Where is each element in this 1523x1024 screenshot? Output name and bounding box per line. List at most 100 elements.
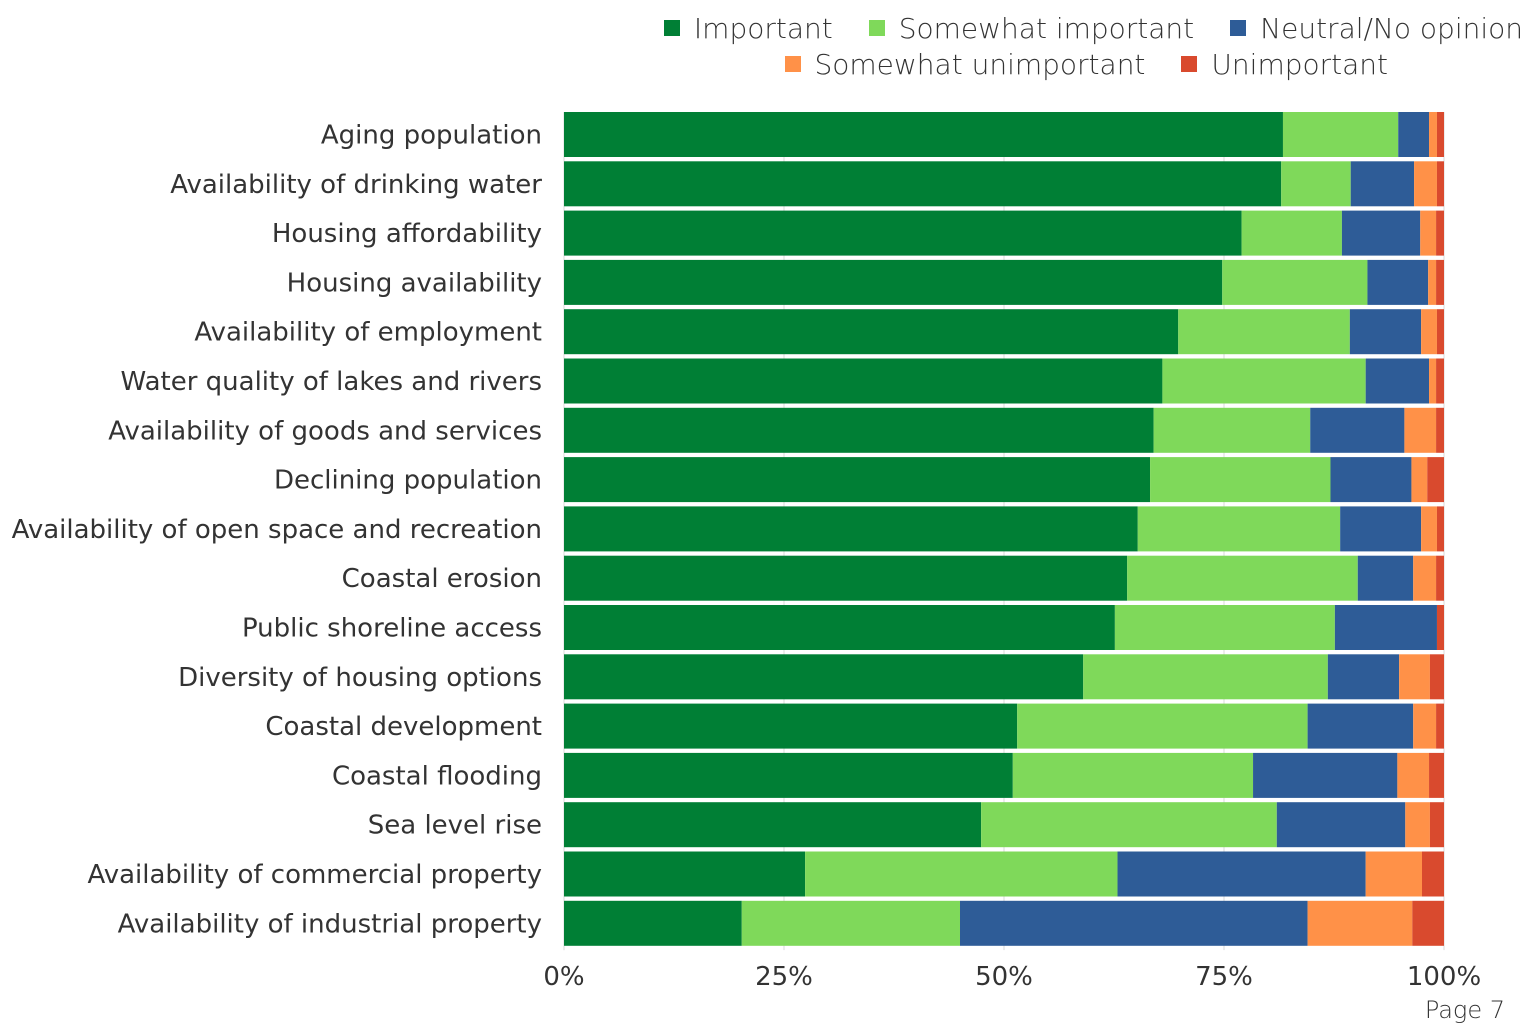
category-label: Aging population	[321, 121, 542, 151]
x-tick-label: 75%	[1195, 962, 1253, 992]
bar-segment	[1127, 555, 1358, 601]
bar-segment	[981, 802, 1277, 848]
bar-segment	[1281, 161, 1351, 207]
bar-segment	[805, 851, 1118, 897]
x-tick-labels: 0% 25% 50% 75% 100%	[543, 962, 1481, 992]
legend-item-somewhat-unimportant: Somewhat unimportant	[784, 48, 1145, 81]
bar-segment	[1428, 259, 1437, 305]
category-label: Coastal erosion	[342, 564, 542, 594]
bar-segment	[1420, 210, 1437, 256]
bar-segment	[1282, 112, 1399, 157]
bar-segment	[1404, 407, 1437, 453]
bar-segment	[1340, 506, 1422, 552]
bar-segment	[1310, 407, 1405, 453]
category-label: Declining population	[274, 466, 542, 496]
bar-segment	[960, 900, 1308, 946]
bar-segment	[1334, 605, 1437, 650]
page-number: Page 7	[1424, 996, 1505, 1024]
bar-segment	[564, 358, 1163, 404]
bar-segment	[1421, 506, 1437, 552]
bar-segment	[564, 259, 1223, 305]
bar-segment	[1399, 654, 1430, 700]
bar-segment	[564, 457, 1151, 503]
bar-segment	[1017, 703, 1308, 749]
bar-segment	[1083, 654, 1328, 700]
legend-swatch-somewhat-important	[868, 20, 885, 36]
bar-segment	[1307, 703, 1414, 749]
category-label: Availability of open space and recreatio…	[12, 515, 542, 545]
bar-segment	[1429, 752, 1444, 798]
bar-segment	[1436, 259, 1444, 305]
bar-segment	[1349, 309, 1422, 355]
bar-segment	[564, 210, 1242, 256]
bar-segment	[1178, 309, 1350, 355]
legend-item-unimportant: Unimportant	[1181, 48, 1388, 81]
category-label: Housing affordability	[272, 219, 542, 249]
legend-item-important: Important	[663, 11, 833, 45]
bar-segment	[564, 407, 1154, 453]
bar-segment	[1367, 259, 1429, 305]
category-label: Availability of drinking water	[170, 170, 542, 200]
bar-segment	[1413, 555, 1437, 601]
bar-segment	[1330, 457, 1412, 503]
bar-segment	[1427, 457, 1444, 503]
bar-segment	[1429, 654, 1444, 700]
bar-segment	[1153, 407, 1311, 453]
bar-segment	[1405, 802, 1430, 848]
bar-segment	[1436, 210, 1444, 256]
bar-segment	[1114, 605, 1335, 650]
bar-segment	[1012, 752, 1254, 798]
x-tick-label: 0%	[543, 962, 584, 992]
category-label: Public shoreline access	[242, 614, 542, 644]
legend-item-neutral: Neutral/No opinion	[1230, 12, 1523, 45]
bar-segment	[564, 555, 1128, 601]
legend-swatch-neutral	[1230, 20, 1247, 36]
bar-segment	[564, 654, 1084, 700]
bar-segment	[741, 900, 960, 946]
bar-segment	[564, 900, 742, 946]
bar-segment	[1350, 161, 1415, 207]
bar-segment	[1357, 555, 1414, 601]
bar-segment	[1436, 309, 1444, 355]
bar-segment	[1365, 358, 1430, 404]
bar-segment	[1436, 407, 1444, 453]
bar-segment	[564, 309, 1179, 355]
legend-swatch-unimportant	[1181, 56, 1198, 72]
bar-segment	[1241, 210, 1342, 256]
bar-segment	[1436, 555, 1444, 601]
bar-segment	[564, 752, 1013, 798]
category-label: Housing availability	[287, 268, 542, 298]
bars-group	[564, 112, 1444, 946]
category-label: Availability of goods and services	[108, 416, 542, 446]
x-tick-label: 25%	[755, 962, 813, 992]
legend-label-important: Important	[693, 11, 833, 45]
category-label: Availability of employment	[194, 318, 542, 348]
legend-row-1: Important Somewhat important Neutral/No …	[600, 10, 1523, 46]
bar-segment	[564, 112, 1283, 157]
bar-segment	[1137, 506, 1341, 552]
bar-segment	[564, 802, 982, 848]
bar-segment	[1307, 900, 1413, 946]
bar-segment	[1436, 358, 1444, 404]
bar-segment	[1327, 654, 1400, 700]
category-label: Coastal flooding	[332, 761, 542, 791]
category-label: Availability of industrial property	[118, 909, 542, 939]
bar-segment	[1436, 161, 1444, 207]
bar-segment	[1117, 851, 1366, 897]
bar-segment	[564, 161, 1282, 207]
category-label: Diversity of housing options	[178, 663, 542, 693]
category-label: Availability of commercial property	[87, 860, 542, 890]
bar-segment	[1436, 506, 1444, 552]
chart-legend: Important Somewhat important Neutral/No …	[600, 10, 1523, 82]
bar-segment	[1414, 161, 1437, 207]
bar-segment	[1253, 752, 1398, 798]
legend-swatch-important	[663, 20, 680, 36]
legend-label-somewhat-important: Somewhat important	[898, 11, 1195, 45]
category-label: Sea level rise	[368, 811, 542, 841]
bar-segment	[1341, 210, 1421, 256]
bar-segment	[1421, 309, 1437, 355]
bar-segment	[564, 506, 1138, 552]
bar-segment	[1222, 259, 1368, 305]
bar-segment	[1411, 457, 1428, 503]
